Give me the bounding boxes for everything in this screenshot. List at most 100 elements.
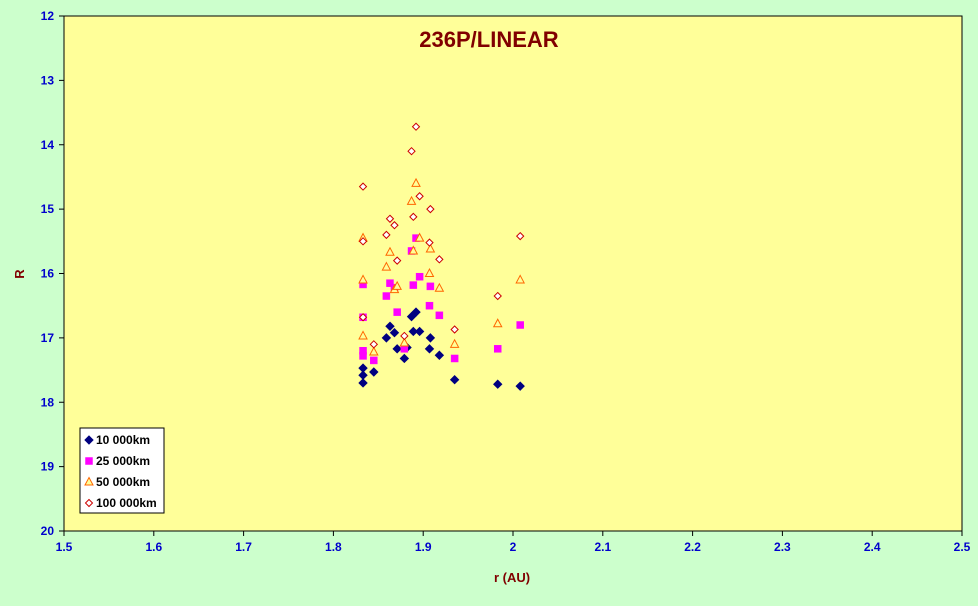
point-50000km xyxy=(449,338,460,348)
point-10000km xyxy=(449,375,460,385)
point-50000km xyxy=(358,274,368,284)
point-100000km xyxy=(407,146,416,156)
point-25000km xyxy=(382,292,391,300)
point-50000km xyxy=(399,337,410,347)
x-tick-label: 2 xyxy=(510,540,517,554)
point-25000km xyxy=(370,356,378,365)
y-tick-label: 20 xyxy=(41,524,55,538)
legend-label-10000km: 10 000km xyxy=(96,433,150,447)
x-tick-label: 2.3 xyxy=(774,540,791,554)
point-10000km xyxy=(408,326,419,337)
x-tick-label: 1.8 xyxy=(325,540,342,554)
point-10000km xyxy=(424,344,435,354)
point-50000km xyxy=(434,282,445,292)
legend: 10 000km 25 000km 50 000km 100 000km xyxy=(79,427,165,514)
point-10000km xyxy=(392,344,402,354)
x-tick-label: 1.9 xyxy=(415,540,432,554)
point-50000km xyxy=(424,267,435,277)
x-tick-label: 2.5 xyxy=(954,540,971,554)
point-25000km xyxy=(425,301,434,310)
point-25000km xyxy=(516,321,524,329)
x-tick-label: 1.5 xyxy=(56,540,73,554)
point-10000km xyxy=(358,378,368,388)
point-50000km xyxy=(385,246,395,256)
point-10000km xyxy=(414,326,425,337)
y-tick-label: 15 xyxy=(41,202,55,216)
legend-label-50000km: 50 000km xyxy=(96,475,150,489)
point-10000km xyxy=(515,381,525,391)
point-100000km xyxy=(435,255,444,264)
x-tick-label: 2.4 xyxy=(864,540,881,554)
point-100000km xyxy=(382,230,391,240)
point-100000km xyxy=(411,122,421,131)
point-10000km xyxy=(406,311,417,322)
axis-ticks: 1.5 1.6 1.7 1.8 1.9 2 2.1 2.2 2.3 2.4 2.5 12 13 14 15 1… xyxy=(41,9,971,554)
legend-label-25000km: 25 000km xyxy=(96,454,150,468)
point-100000km xyxy=(369,340,379,349)
legend-marker-10000km xyxy=(84,435,94,445)
point-10000km xyxy=(389,328,400,338)
point-100000km xyxy=(426,204,435,214)
point-50000km xyxy=(414,232,425,242)
x-axis-label: r (AU) xyxy=(494,570,530,585)
data-points xyxy=(358,122,526,391)
chart-title: 236P/LINEAR xyxy=(419,27,558,52)
point-10000km xyxy=(493,379,503,389)
y-tick-label: 17 xyxy=(41,331,55,345)
point-100000km xyxy=(385,214,395,223)
point-25000km xyxy=(450,354,459,363)
legend-marker-25000km xyxy=(85,457,93,465)
point-50000km xyxy=(515,274,526,284)
point-100000km xyxy=(493,291,502,301)
y-tick-label: 18 xyxy=(41,395,55,409)
point-100000km xyxy=(415,192,424,201)
point-10000km xyxy=(399,353,410,364)
point-100000km xyxy=(392,256,402,265)
point-100000km xyxy=(450,325,459,334)
point-50000km xyxy=(381,261,392,271)
point-25000km xyxy=(493,345,502,353)
point-50000km xyxy=(368,346,379,356)
point-50000km xyxy=(425,243,436,253)
point-50000km xyxy=(492,318,503,328)
point-100000km xyxy=(400,331,409,341)
point-10000km xyxy=(369,367,379,377)
legend-box xyxy=(79,427,165,514)
point-25000km xyxy=(435,311,444,320)
point-100000km xyxy=(409,212,418,222)
point-50000km xyxy=(406,195,417,205)
y-axis-label: R xyxy=(12,269,27,279)
point-10000km xyxy=(411,307,421,317)
point-10000km xyxy=(381,333,392,343)
plot-area xyxy=(63,15,963,532)
legend-label-100000km: 100 000km xyxy=(96,496,157,510)
point-100000km xyxy=(515,231,525,241)
point-50000km xyxy=(408,245,419,255)
point-100000km xyxy=(358,237,368,246)
point-10000km xyxy=(425,333,436,343)
point-10000km xyxy=(385,321,395,331)
y-tick-label: 19 xyxy=(41,460,55,474)
y-tick-label: 14 xyxy=(41,138,55,152)
point-50000km xyxy=(392,280,402,290)
x-tick-label: 1.7 xyxy=(235,540,252,554)
point-25000km xyxy=(359,352,367,360)
y-tick-label: 13 xyxy=(41,73,55,87)
point-25000km xyxy=(386,279,394,287)
point-25000km xyxy=(409,281,418,289)
x-tick-label: 2.2 xyxy=(684,540,701,554)
point-10000km xyxy=(434,350,445,360)
point-50000km xyxy=(358,330,368,340)
legend-markers xyxy=(84,435,94,508)
point-25000km xyxy=(426,282,435,291)
y-tick-label: 12 xyxy=(41,9,55,23)
point-100000km xyxy=(358,313,368,322)
legend-marker-50000km xyxy=(84,476,94,486)
x-tick-label: 1.6 xyxy=(145,540,162,554)
point-50000km xyxy=(411,177,421,187)
x-tick-label: 2.1 xyxy=(594,540,611,554)
y-tick-label: 16 xyxy=(41,267,55,281)
point-100000km xyxy=(358,182,368,191)
